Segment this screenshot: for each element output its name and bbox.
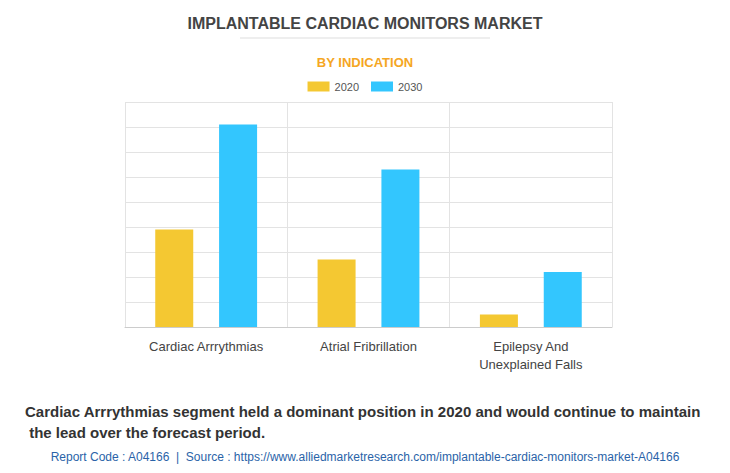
svg-text:IMPLANTABLE CARDIAC MONITORS M: IMPLANTABLE CARDIAC MONITORS MARKET: [188, 15, 543, 32]
svg-text:Epilepsy And: Epilepsy And: [493, 339, 568, 354]
svg-text:Report Code : A04166 | Sourc: Report Code : A04166 | Source : https://…: [51, 450, 680, 464]
svg-text:2020: 2020: [335, 81, 359, 93]
svg-text:Cardiac Arrrythmias segment he: Cardiac Arrrythmias segment held a domin…: [25, 403, 700, 420]
svg-text:Unexplained Falls: Unexplained Falls: [479, 357, 583, 372]
svg-text:Cardiac Arrrythmias: Cardiac Arrrythmias: [149, 339, 264, 354]
svg-text:2030: 2030: [398, 81, 422, 93]
svg-text:BY INDICATION: BY INDICATION: [317, 55, 413, 70]
svg-text:the lead over the forecast per: the lead over the forecast period.: [25, 424, 265, 441]
svg-text:Atrial Fribrillation: Atrial Fribrillation: [320, 339, 417, 354]
